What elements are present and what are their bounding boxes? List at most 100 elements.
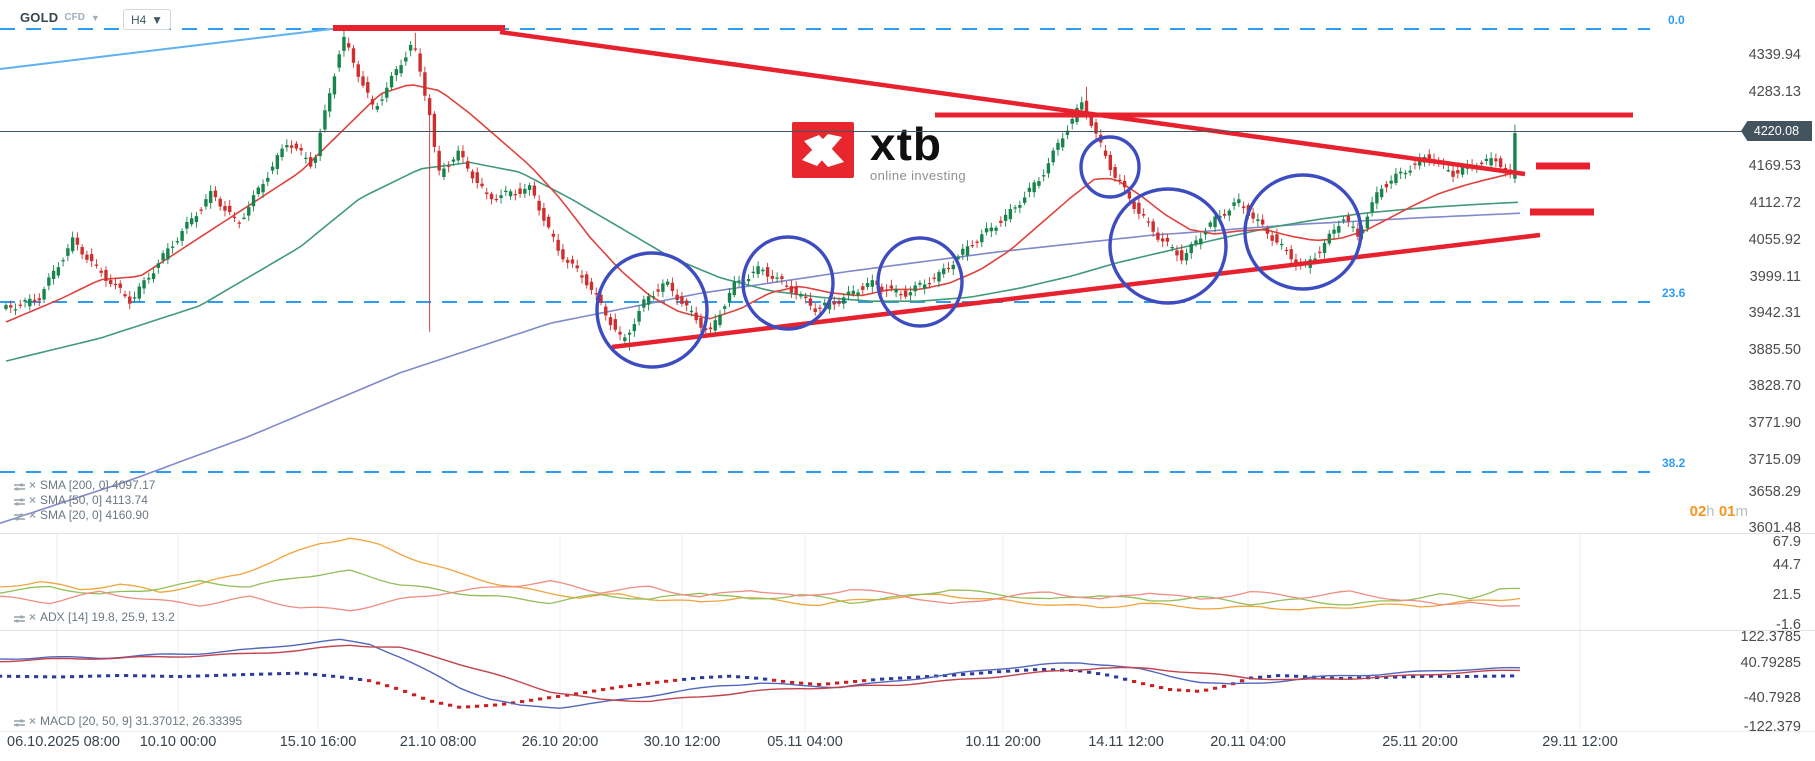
candle-body: [1365, 216, 1370, 229]
macd-histogram-dot: [538, 697, 543, 701]
candle-body: [1032, 182, 1036, 193]
candle-body: [70, 237, 75, 252]
macd-histogram-dot: [1429, 674, 1434, 678]
candle-body: [675, 294, 679, 301]
candle-body: [680, 296, 684, 304]
candle-body: [823, 302, 827, 306]
candle-body: [551, 233, 556, 237]
candle-body: [956, 256, 960, 260]
price-axis-label: 4112.72: [1749, 195, 1801, 211]
candle-body: [389, 75, 394, 88]
timeframe-dropdown[interactable]: H4 ▼: [123, 9, 171, 30]
candle-body: [803, 296, 808, 299]
candle-body: [480, 183, 484, 187]
candle-body: [1141, 214, 1146, 216]
candle-body: [489, 193, 494, 200]
indicator-settings-icon[interactable]: [14, 716, 25, 727]
candle-body: [9, 305, 13, 308]
time-axis-label: 10.11 20:00: [965, 734, 1041, 750]
macd-histogram-dot: [79, 674, 84, 678]
macd-histogram-dot: [1456, 675, 1461, 679]
candle-body: [32, 299, 37, 302]
indicator-settings-icon[interactable]: [14, 480, 25, 491]
candle-body: [1413, 163, 1417, 165]
candle-body: [85, 254, 89, 260]
pane-divider[interactable]: [0, 533, 1815, 534]
candle-body: [1189, 244, 1193, 254]
macd-histogram-dot: [1204, 688, 1209, 692]
indicator-close-icon[interactable]: ×: [29, 478, 37, 492]
macd-histogram-dot: [871, 678, 876, 682]
candle-body: [442, 168, 446, 177]
indicator-settings-icon[interactable]: [14, 495, 25, 506]
macd-histogram-dot: [304, 672, 309, 676]
candle-body: [642, 299, 646, 308]
macd-histogram-dot: [1051, 668, 1056, 672]
indicator-legend-row: × ADX [14] 19.8, 25.9, 13.2: [14, 610, 175, 624]
candle-body: [1356, 228, 1360, 237]
candle-body: [113, 283, 118, 286]
candle-body: [1394, 173, 1398, 184]
candle-body: [889, 285, 894, 289]
macd-histogram-dot: [421, 696, 426, 700]
candle-body: [927, 282, 932, 285]
macd-axis-label: -40.7928: [1743, 690, 1801, 706]
candle-body: [937, 272, 941, 282]
macd-histogram-dot: [997, 670, 1002, 674]
macd-histogram-dot: [772, 678, 777, 682]
candle-body: [504, 190, 508, 192]
indicator-close-icon[interactable]: ×: [29, 714, 37, 728]
macd-histogram-dot: [574, 692, 579, 696]
candle-body: [599, 294, 603, 303]
time-axis-label: 26.10 20:00: [521, 734, 599, 750]
macd-histogram-dot: [16, 674, 21, 678]
candle-body: [932, 277, 936, 279]
candle-body: [565, 259, 570, 263]
macd-histogram-dot: [160, 674, 165, 678]
price-axis-label: 3942.31: [1748, 305, 1801, 321]
candle-body: [532, 185, 537, 196]
candle-body: [1265, 228, 1270, 234]
candle-body: [228, 205, 232, 213]
candle-body: [1498, 158, 1503, 168]
candle-body: [232, 216, 237, 219]
indicator-close-icon[interactable]: ×: [29, 610, 37, 624]
pane-divider[interactable]: [0, 630, 1815, 631]
candle-body: [123, 294, 127, 297]
candle-body: [951, 264, 955, 270]
candle-body: [1279, 243, 1284, 246]
candle-body: [156, 263, 161, 268]
candle-body: [1446, 170, 1450, 172]
candle-body: [199, 209, 203, 211]
symbol-selector[interactable]: GOLD CFD ▼: [20, 10, 100, 25]
candle-body: [323, 110, 327, 130]
macd-histogram-dot: [1006, 669, 1011, 673]
candle-body: [1051, 150, 1055, 163]
indicator-settings-icon[interactable]: [14, 612, 25, 623]
candle-body: [1289, 249, 1293, 260]
macd-histogram-dot: [349, 676, 354, 680]
indicator-close-icon[interactable]: ×: [29, 493, 37, 507]
candle-body: [561, 249, 565, 260]
annotation-circle: [876, 236, 964, 328]
candle-body: [727, 292, 732, 302]
candle-body: [1270, 235, 1274, 241]
indicator-close-icon[interactable]: ×: [29, 508, 37, 522]
candle-body: [223, 205, 227, 211]
candle-body: [370, 98, 375, 105]
macd-histogram-dot: [1015, 669, 1020, 673]
indicator-legend-text: SMA [50, 0] 4113.74: [40, 493, 148, 507]
chevron-down-icon: ▼: [151, 12, 163, 27]
indicator-settings-icon[interactable]: [14, 510, 25, 521]
adx-axis-label: 21.5: [1772, 587, 1801, 603]
candle-body: [546, 216, 551, 228]
timeframe-value: H4: [131, 12, 147, 27]
candle-body: [218, 198, 222, 207]
indicator-legend-row: × SMA [20, 0] 4160.90: [14, 508, 149, 522]
time-axis-label: 25.11 20:00: [1382, 734, 1458, 750]
candle-body: [851, 290, 855, 295]
candle-body: [1370, 202, 1374, 213]
candle-body: [266, 177, 270, 182]
